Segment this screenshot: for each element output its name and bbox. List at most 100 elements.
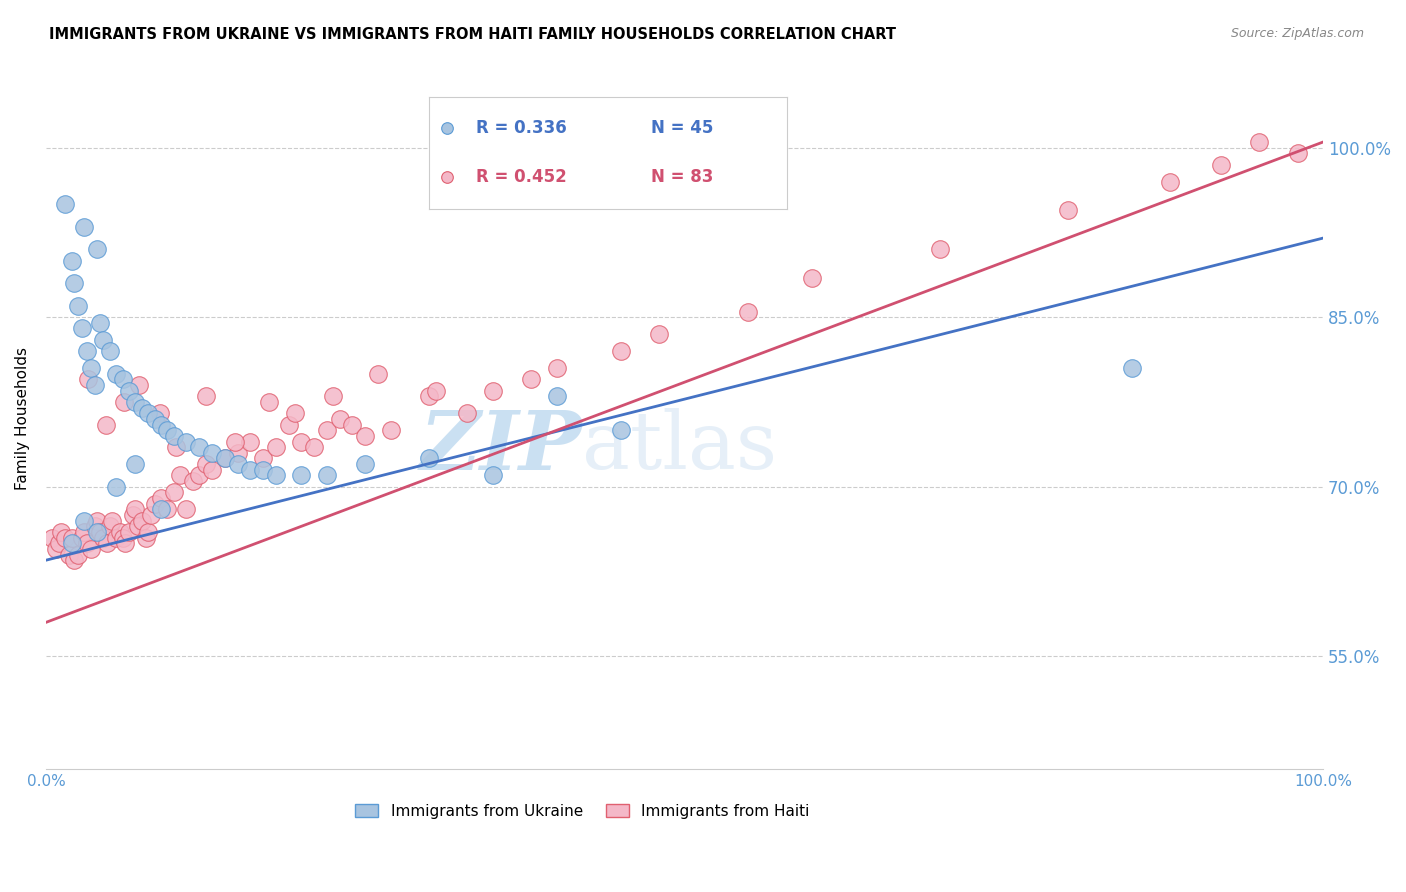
Point: [239, 434, 262, 449]
Point: [176, 502, 198, 516]
Point: [77, 372, 100, 386]
Point: [114, 536, 136, 550]
Point: [111, 531, 134, 545]
Point: [176, 434, 198, 449]
Point: [149, 491, 172, 505]
Point: [93, 531, 115, 545]
Point: [224, 434, 246, 449]
Point: [96, 536, 118, 550]
Point: [201, 446, 224, 460]
Point: [169, 468, 191, 483]
Point: [201, 463, 224, 477]
Point: [354, 457, 377, 471]
Point: [83, 519, 105, 533]
Point: [456, 406, 478, 420]
Point: [41, 531, 63, 545]
Point: [105, 367, 128, 381]
Text: IMMIGRANTS FROM UKRAINE VS IMMIGRANTS FROM HAITI FAMILY HOUSEHOLDS CORRELATION C: IMMIGRANTS FROM UKRAINE VS IMMIGRANTS FR…: [49, 27, 896, 42]
Point: [139, 508, 162, 522]
Point: [929, 243, 952, 257]
Point: [214, 451, 236, 466]
Point: [124, 395, 146, 409]
Point: [264, 440, 287, 454]
Point: [63, 277, 86, 291]
Point: [329, 412, 352, 426]
Point: [79, 541, 101, 556]
Point: [380, 423, 402, 437]
Text: atlas: atlas: [582, 408, 778, 486]
Text: ZIP: ZIP: [420, 407, 582, 487]
Point: [252, 451, 274, 466]
Point: [418, 451, 440, 466]
Point: [482, 468, 505, 483]
Point: [188, 440, 211, 454]
Point: [135, 531, 157, 545]
Point: [66, 548, 89, 562]
Point: [181, 474, 204, 488]
Point: [284, 406, 307, 420]
Point: [51, 524, 73, 539]
Point: [93, 333, 115, 347]
Point: [194, 389, 217, 403]
Point: [108, 524, 131, 539]
Point: [60, 536, 83, 550]
Point: [648, 327, 671, 342]
Point: [86, 243, 108, 257]
Point: [1159, 175, 1181, 189]
Point: [101, 514, 124, 528]
Point: [316, 423, 339, 437]
Point: [60, 531, 83, 545]
Point: [259, 395, 281, 409]
Point: [156, 423, 179, 437]
Point: [149, 417, 172, 432]
Point: [418, 389, 440, 403]
Point: [70, 321, 93, 335]
Point: [188, 468, 211, 483]
Point: [83, 378, 105, 392]
Point: [66, 299, 89, 313]
Point: [609, 344, 631, 359]
Point: [367, 367, 389, 381]
Point: [105, 531, 128, 545]
Point: [76, 536, 98, 550]
Point: [45, 541, 67, 556]
Point: [737, 304, 759, 318]
Point: [89, 316, 111, 330]
Point: [194, 457, 217, 471]
Point: [58, 548, 80, 562]
Point: [546, 389, 568, 403]
Point: [1209, 158, 1232, 172]
Point: [136, 406, 159, 420]
Point: [482, 384, 505, 398]
Point: [1286, 146, 1309, 161]
Point: [98, 344, 121, 359]
Point: [354, 429, 377, 443]
Point: [112, 395, 135, 409]
Y-axis label: Family Households: Family Households: [15, 347, 30, 491]
Point: [136, 524, 159, 539]
Point: [73, 514, 96, 528]
Point: [70, 531, 93, 545]
Point: [63, 553, 86, 567]
Point: [277, 417, 299, 432]
Point: [1249, 135, 1271, 149]
Point: [60, 253, 83, 268]
Point: [79, 361, 101, 376]
Point: [609, 423, 631, 437]
Point: [143, 412, 166, 426]
Point: [156, 502, 179, 516]
Point: [86, 524, 108, 539]
Point: [290, 434, 312, 449]
Point: [252, 463, 274, 477]
Point: [546, 361, 568, 376]
Point: [127, 519, 149, 533]
Point: [264, 468, 287, 483]
Point: [98, 519, 121, 533]
Point: [73, 219, 96, 234]
Point: [226, 446, 249, 460]
Point: [302, 440, 325, 454]
Point: [801, 270, 824, 285]
Point: [163, 429, 186, 443]
Point: [239, 463, 262, 477]
Point: [226, 457, 249, 471]
